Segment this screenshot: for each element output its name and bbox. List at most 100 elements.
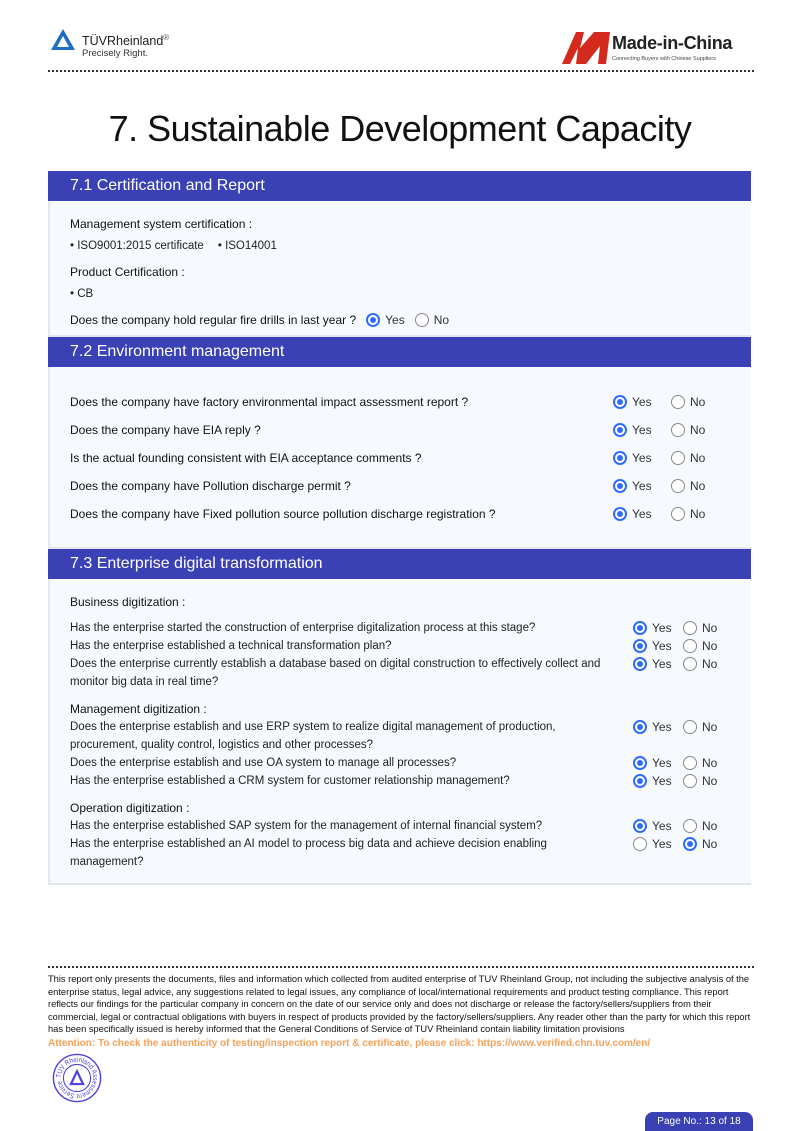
yes-radio[interactable]: Yes xyxy=(613,505,671,523)
radio-label: No xyxy=(702,819,718,833)
no-radio[interactable]: No xyxy=(683,835,731,853)
yes-radio[interactable]: Yes xyxy=(613,393,671,411)
no-radio[interactable]: No xyxy=(683,718,731,736)
yes-radio[interactable]: Yes xyxy=(613,449,671,467)
radio-label: Yes xyxy=(652,837,672,851)
group-management: Management digitization : Does the enterp… xyxy=(70,700,731,790)
radio-checked-icon xyxy=(613,451,627,465)
question-line: Has the enterprise established a CRM sys… xyxy=(70,775,510,787)
radio-label: No xyxy=(702,774,718,788)
radio-unchecked-icon xyxy=(683,720,697,734)
question-line: Has the enterprise established an AI mod… xyxy=(70,838,547,850)
section-environment-body: Does the company have factory environmen… xyxy=(48,367,751,549)
section-certification-body: Management system certification : • ISO9… xyxy=(48,201,751,337)
radio-unchecked-icon xyxy=(671,423,685,437)
radio-unchecked-icon xyxy=(683,621,697,635)
no-radio[interactable]: No xyxy=(671,393,731,411)
yes-radio[interactable]: Yes xyxy=(633,754,683,772)
no-radio[interactable]: No xyxy=(683,619,731,637)
radio-label: Yes xyxy=(652,720,672,734)
question-line: Has the enterprise started the construct… xyxy=(70,622,536,634)
no-radio[interactable]: No xyxy=(683,754,731,772)
mgmt-cert-label: Management system certification : xyxy=(70,217,253,231)
question-text: Has the enterprise established a technic… xyxy=(70,637,633,655)
section-heading: 7.3 Enterprise digital transformation xyxy=(48,549,751,579)
radio-label: Yes xyxy=(632,479,652,493)
radio-unchecked-icon xyxy=(671,451,685,465)
no-radio[interactable]: No xyxy=(671,505,731,523)
group-business: Business digitization : Has the enterpris… xyxy=(70,593,731,691)
question-row: Has the enterprise started the construct… xyxy=(70,619,731,637)
question-line: procurement, quality control, logistics … xyxy=(70,739,373,751)
question-row: Has the enterprise established SAP syste… xyxy=(70,817,731,835)
radio-label: Yes xyxy=(632,395,652,409)
radio-label: No xyxy=(702,657,718,671)
radio-label: No xyxy=(690,507,706,521)
no-radio[interactable]: No xyxy=(683,772,731,790)
radio-unchecked-icon xyxy=(683,639,697,653)
question-text: Has the enterprise established a CRM sys… xyxy=(70,772,633,790)
radio-label: No xyxy=(702,756,718,770)
question-line: Does the enterprise establish and use ER… xyxy=(70,721,556,733)
radio-label: Yes xyxy=(632,507,652,521)
yes-radio[interactable]: Yes xyxy=(613,477,671,495)
section-heading: 7.2 Environment management xyxy=(48,337,751,367)
fire-drill-row: Does the company hold regular fire drill… xyxy=(70,311,731,329)
no-radio[interactable]: No xyxy=(671,421,731,439)
no-radio[interactable]: No xyxy=(671,477,731,495)
no-radio[interactable]: No xyxy=(683,637,731,655)
question-line: and monitor big data in real time? xyxy=(70,658,601,688)
radio-label: No xyxy=(702,621,718,635)
radio-label: Yes xyxy=(632,423,652,437)
yes-radio[interactable]: Yes xyxy=(633,655,683,673)
tuv-tagline: Precisely Right. xyxy=(82,48,148,59)
mic-m-icon xyxy=(562,32,610,64)
question-text: Has the enterprise established an AI mod… xyxy=(70,835,633,871)
question-text: Has the enterprise started the construct… xyxy=(70,619,633,637)
radio-unchecked-icon xyxy=(633,837,647,851)
fire-drill-yes-radio[interactable]: Yes xyxy=(366,311,405,329)
mgmt-cert-item: • ISO14001 xyxy=(217,240,277,252)
radio-checked-icon xyxy=(633,774,647,788)
yes-radio[interactable]: Yes xyxy=(613,421,671,439)
radio-label: No xyxy=(690,395,706,409)
question-text: Does the company have EIA reply ? xyxy=(70,423,261,437)
question-row: Does the company have Fixed pollution so… xyxy=(70,505,731,523)
radio-label: Yes xyxy=(652,774,672,788)
yes-radio[interactable]: Yes xyxy=(633,817,683,835)
radio-unchecked-icon xyxy=(671,507,685,521)
yes-radio[interactable]: Yes xyxy=(633,772,683,790)
no-radio[interactable]: No xyxy=(683,817,731,835)
operation-digitization-label: Operation digitization : xyxy=(70,801,190,815)
header-divider xyxy=(48,70,754,72)
page-number: Page No.: 13 of 18 xyxy=(645,1112,753,1131)
stamp-text: TUV Rheinland Assessment Service xyxy=(55,1056,99,1100)
yes-radio[interactable]: Yes xyxy=(633,619,683,637)
fire-drill-no-radio[interactable]: No xyxy=(414,311,450,329)
yes-radio[interactable]: Yes xyxy=(633,637,683,655)
radio-checked-icon xyxy=(683,837,697,851)
section-heading: 7.1 Certification and Report xyxy=(48,171,751,201)
radio-label: No xyxy=(690,479,706,493)
question-line: Has the enterprise established a technic… xyxy=(70,640,392,652)
mgmt-cert-item: • ISO9001:2015 certificate xyxy=(70,240,204,252)
no-radio[interactable]: No xyxy=(683,655,731,673)
no-radio[interactable]: No xyxy=(671,449,731,467)
radio-checked-icon xyxy=(633,639,647,653)
yes-radio[interactable]: Yes xyxy=(633,718,683,736)
section-digital-body: Business digitization : Has the enterpris… xyxy=(48,579,751,885)
question-line: Does the enterprise establish and use OA… xyxy=(70,757,457,769)
radio-label: Yes xyxy=(652,657,672,671)
question-text: Is the actual founding consistent with E… xyxy=(70,451,422,465)
question-row: Does the company have factory environmen… xyxy=(70,393,731,411)
radio-checked-icon xyxy=(613,423,627,437)
assessment-stamp: TUV Rheinland Assessment Service xyxy=(52,1053,102,1103)
radio-unchecked-icon xyxy=(683,819,697,833)
radio-label: No xyxy=(433,313,450,327)
footer-divider xyxy=(48,966,754,968)
yes-radio[interactable]: Yes xyxy=(633,835,683,853)
question-line: management? xyxy=(70,856,144,868)
question-row: Does the company have Pollution discharg… xyxy=(70,477,731,495)
verification-link[interactable]: Attention: To check the authenticity of … xyxy=(48,1037,651,1049)
tuv-name-line: TÜVRheinland® xyxy=(82,30,169,49)
